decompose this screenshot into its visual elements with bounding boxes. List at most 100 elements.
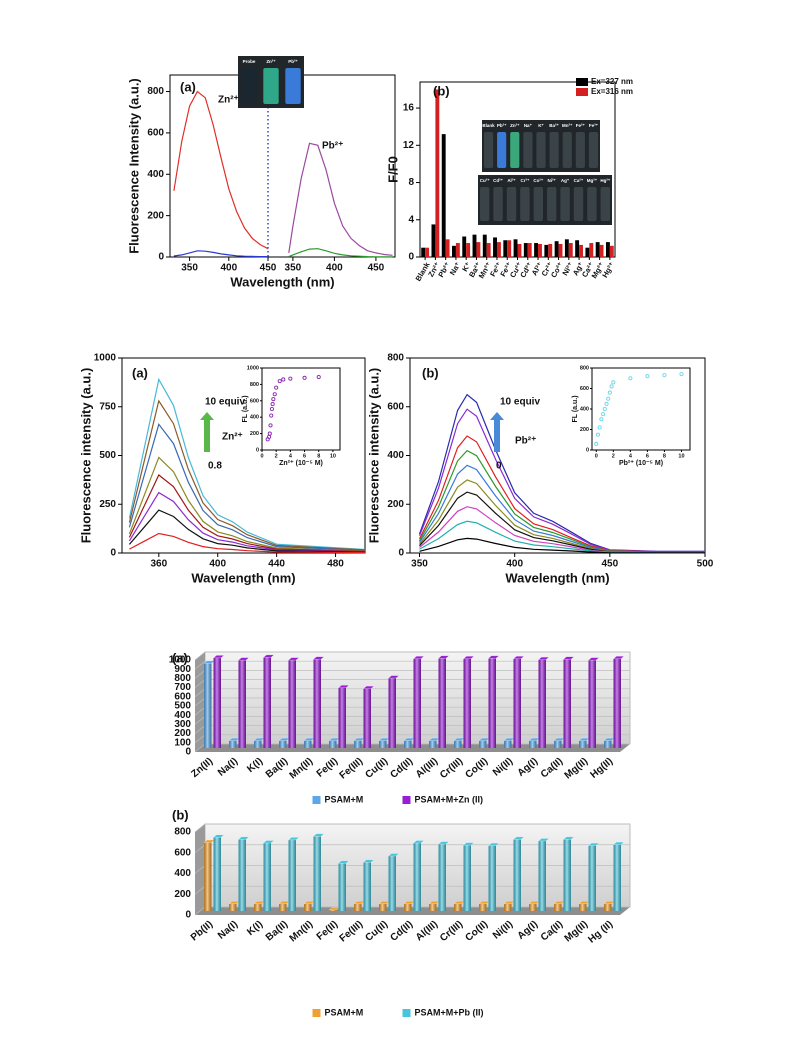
bar-top [587,657,600,661]
bar-shade [438,844,446,911]
y-tick-label: 700 [174,682,191,693]
bar [455,243,460,257]
bar-top [337,860,350,864]
vial [600,187,610,221]
inset-x-tick-label: 0 [260,453,263,459]
bar-top [512,656,525,660]
bar [534,243,539,257]
inset-point [267,431,272,436]
bar [445,239,450,257]
x-tick-label: 350 [285,263,302,274]
bar [476,242,481,257]
bar [585,247,590,257]
bar-shade [354,740,362,748]
grid-line [194,651,630,661]
inset-point [274,385,279,390]
bar [452,245,456,257]
x-tick-label: Fe(II) [315,756,340,780]
spectrum-line [288,142,393,256]
bar-shade [554,903,562,911]
x-tick-label: 500 [697,559,714,570]
bar-top [537,656,550,660]
x-tick-label: Mg(II) [563,756,590,782]
bar-shade [379,903,387,911]
spectrum-line [129,532,366,554]
vial [493,187,503,221]
bar-shade [279,903,287,911]
bar-shade [429,903,437,911]
inset-point [679,372,684,377]
bar [523,243,528,257]
bar-top [387,853,400,857]
bar [558,243,563,257]
bar-shade [413,843,421,911]
legend-swatch [402,1009,411,1017]
bar-top [487,842,500,846]
bar-shade [263,657,271,748]
x-tick-label: Na(I) [216,756,240,779]
bar-shade [413,658,421,748]
bar-top [437,841,450,845]
x-axis-label: Wavelength (nm) [191,570,295,585]
panel-label: (b) [172,807,189,822]
inset-x-tick-label: 2 [612,453,615,459]
y-tick-label: 0 [185,747,191,758]
vial [536,132,546,168]
bar-top [537,838,550,842]
x-tick-label: Co(II) [463,756,490,781]
x-tick-label: Ag(I) [516,756,541,779]
spectrum-line [419,491,705,553]
spectrum-line [419,520,705,554]
spectrum-line [173,250,268,258]
bar-top [412,656,425,660]
bar-shade [404,740,412,748]
bar [472,234,477,257]
x-tick-label: Hg(II) [588,756,615,781]
bar-shade [554,740,562,748]
spectrum-line [419,479,705,553]
bar-shade [604,903,612,911]
spectrum-line [418,393,705,552]
inset-point [595,432,601,437]
bar [462,236,467,257]
spectrum-line [419,537,705,554]
x-tick-label: Co(II) [463,919,490,944]
bar-shade [279,740,287,748]
photo-label: Pb²⁺ [288,59,298,64]
y-axis-label: FL (a.u.) [242,395,249,422]
bar-shade [288,660,296,748]
y-tick-label: 200 [174,728,191,739]
inset-point [269,406,274,412]
panel-label: (a) [172,650,188,665]
bar [431,224,436,257]
spectrum-line [128,399,366,551]
inset-point [270,402,275,407]
inset-y-tick-label: 400 [580,406,589,412]
bar-top [487,655,500,659]
bar-shade [504,903,512,911]
y-tick-label: 800 [174,827,191,838]
plot-frame [261,367,341,451]
bar-top [462,842,475,846]
x-tick-label: Al(III) [414,756,440,780]
y-tick-label: 16 [403,103,415,114]
inset-y-tick-label: 400 [250,415,259,421]
bar [441,134,446,257]
legend-label: Ex=316 nm [591,87,633,96]
inset-point [316,374,321,380]
x-tick-label: 450 [601,559,618,570]
spectrum-line [128,377,366,551]
inset-point [277,379,282,384]
inset-point [594,441,599,446]
inset-point [606,396,611,401]
y-axis-label: Fluorescence Intensity (a.u.) [126,78,141,254]
bar [589,243,594,257]
inset-point [604,401,609,406]
photo-label: Mn²⁺ [562,123,573,128]
panel-label: (a) [132,365,148,380]
vial [506,187,517,221]
vial [285,68,301,104]
inset-point [597,425,602,430]
annotation: Zn²⁺ [218,95,239,106]
bar-shade [304,740,312,748]
